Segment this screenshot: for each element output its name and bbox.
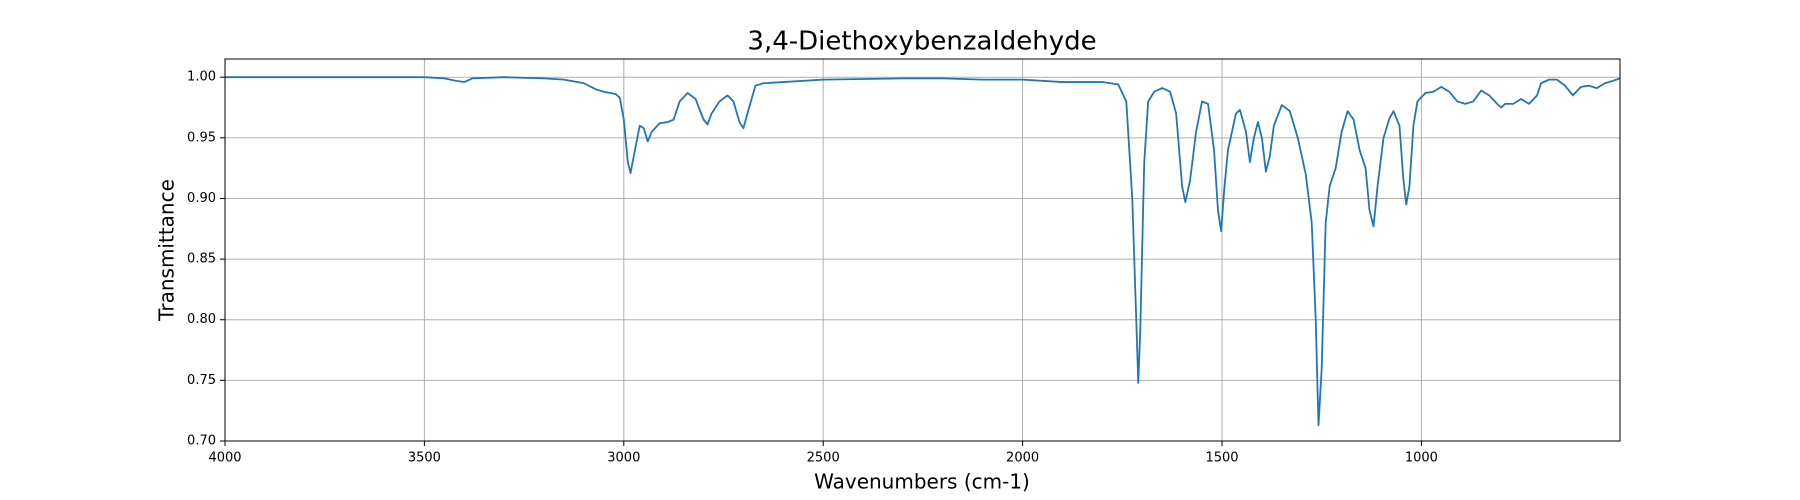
- plot-frame: [224, 58, 1621, 442]
- y-tick-label: 1.00: [187, 70, 216, 85]
- spectrum-line: [225, 76, 1621, 427]
- y-tick-label: 0.95: [187, 130, 216, 145]
- y-tick-label: 0.80: [187, 312, 216, 327]
- x-tick-label: 3500: [408, 451, 441, 466]
- x-tick-label: 2500: [807, 451, 840, 466]
- y-axis-label: Transmittance: [155, 179, 179, 322]
- x-tick-label: 1500: [1205, 451, 1238, 466]
- chart-title: 3,4-Diethoxybenzaldehyde: [747, 27, 1096, 57]
- x-tick-label: 2000: [1006, 451, 1039, 466]
- y-tick-label: 0.85: [187, 252, 216, 267]
- y-tick-label: 0.75: [187, 373, 216, 388]
- x-tick-label: 4000: [208, 451, 241, 466]
- x-tick-label: 1000: [1405, 451, 1438, 466]
- x-axis-label: Wavenumbers (cm-1): [814, 470, 1030, 494]
- y-tick-label: 0.70: [187, 434, 216, 449]
- x-tick-label: 3000: [607, 451, 640, 466]
- y-tick-label: 0.90: [187, 191, 216, 206]
